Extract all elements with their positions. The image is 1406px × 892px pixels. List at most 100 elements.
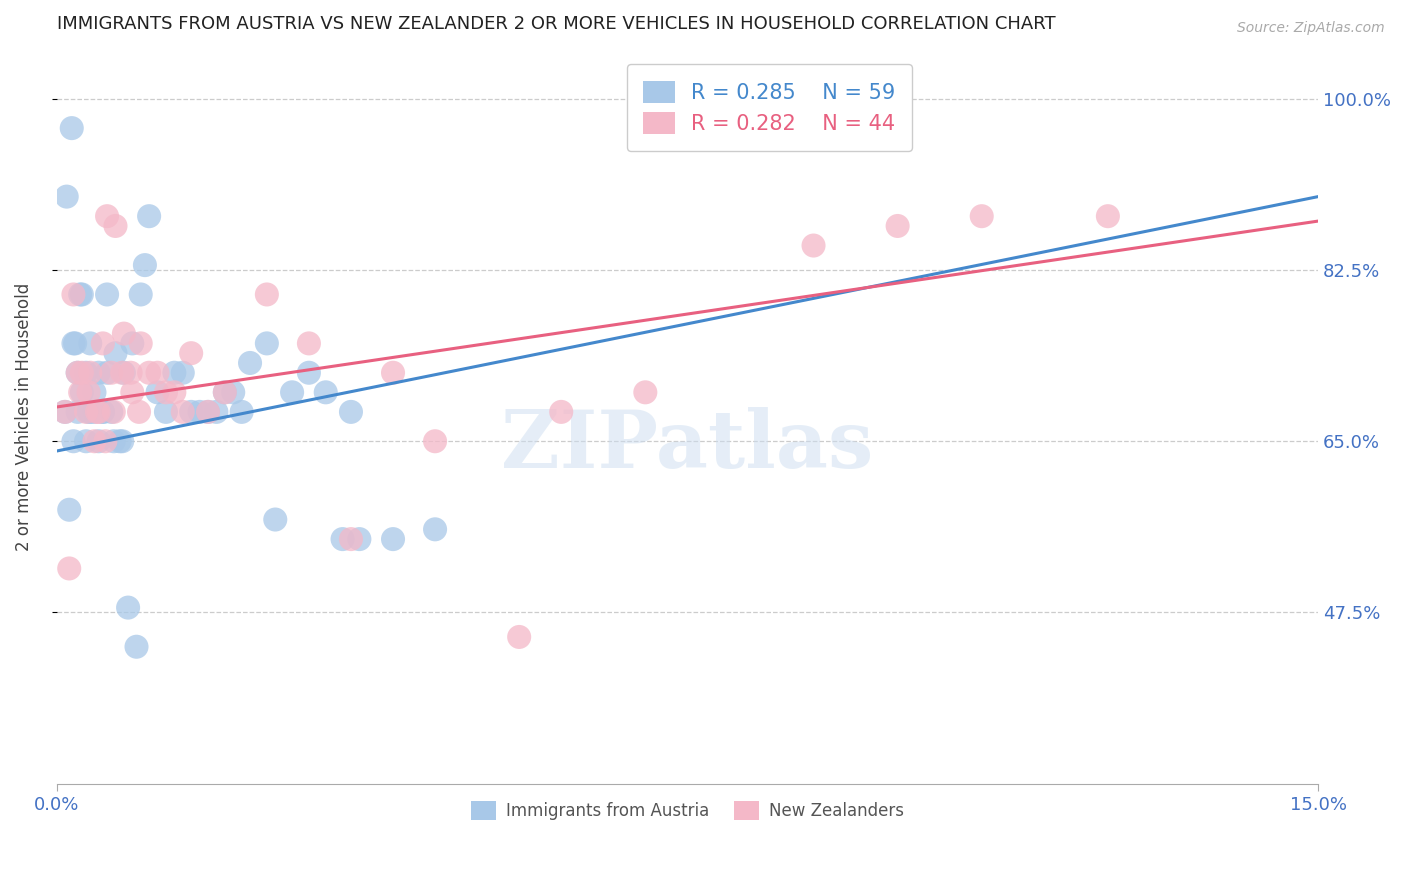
Point bbox=[58, 561, 80, 575]
Point bbox=[70, 366, 93, 380]
Point bbox=[886, 219, 908, 233]
Point bbox=[550, 405, 572, 419]
Point bbox=[188, 405, 211, 419]
Point bbox=[87, 366, 110, 380]
Point bbox=[62, 287, 84, 301]
Point bbox=[214, 385, 236, 400]
Point bbox=[77, 405, 100, 419]
Point bbox=[340, 405, 363, 419]
Point bbox=[138, 366, 160, 380]
Point bbox=[172, 405, 194, 419]
Point bbox=[111, 434, 134, 449]
Point bbox=[315, 385, 337, 400]
Point bbox=[66, 366, 89, 380]
Point bbox=[108, 434, 131, 449]
Point bbox=[83, 385, 105, 400]
Point bbox=[91, 405, 114, 419]
Point bbox=[340, 532, 363, 546]
Point bbox=[55, 189, 77, 203]
Point bbox=[100, 405, 122, 419]
Point bbox=[103, 405, 125, 419]
Point bbox=[75, 434, 97, 449]
Point bbox=[62, 434, 84, 449]
Point bbox=[205, 405, 228, 419]
Point bbox=[125, 640, 148, 654]
Point bbox=[239, 356, 262, 370]
Point bbox=[79, 336, 101, 351]
Point bbox=[197, 405, 219, 419]
Point bbox=[382, 532, 405, 546]
Point bbox=[423, 434, 446, 449]
Point bbox=[87, 405, 110, 419]
Point bbox=[803, 238, 825, 252]
Point bbox=[66, 366, 89, 380]
Point bbox=[53, 405, 76, 419]
Point bbox=[1097, 209, 1119, 223]
Point bbox=[180, 346, 202, 360]
Point bbox=[91, 336, 114, 351]
Point bbox=[94, 434, 117, 449]
Point bbox=[91, 405, 114, 419]
Point bbox=[382, 366, 405, 380]
Point bbox=[634, 385, 657, 400]
Point bbox=[197, 405, 219, 419]
Point bbox=[83, 405, 105, 419]
Point bbox=[100, 366, 122, 380]
Point bbox=[120, 366, 142, 380]
Point bbox=[117, 600, 139, 615]
Point bbox=[66, 405, 89, 419]
Point bbox=[96, 209, 118, 223]
Point bbox=[264, 512, 287, 526]
Point bbox=[298, 366, 321, 380]
Point bbox=[70, 287, 93, 301]
Point bbox=[75, 366, 97, 380]
Point bbox=[349, 532, 371, 546]
Point bbox=[214, 385, 236, 400]
Point bbox=[69, 385, 91, 400]
Point bbox=[970, 209, 993, 223]
Text: ZIPatlas: ZIPatlas bbox=[502, 407, 873, 485]
Point bbox=[104, 346, 127, 360]
Point bbox=[96, 287, 118, 301]
Point bbox=[256, 287, 278, 301]
Point bbox=[146, 366, 169, 380]
Point bbox=[69, 287, 91, 301]
Y-axis label: 2 or more Vehicles in Household: 2 or more Vehicles in Household bbox=[15, 283, 32, 551]
Point bbox=[256, 336, 278, 351]
Point bbox=[332, 532, 354, 546]
Point bbox=[298, 336, 321, 351]
Point bbox=[155, 385, 177, 400]
Point bbox=[121, 385, 143, 400]
Point bbox=[508, 630, 530, 644]
Point bbox=[104, 219, 127, 233]
Point bbox=[111, 366, 134, 380]
Point bbox=[79, 405, 101, 419]
Point bbox=[155, 405, 177, 419]
Point bbox=[163, 385, 186, 400]
Point bbox=[58, 502, 80, 516]
Point bbox=[87, 434, 110, 449]
Point bbox=[60, 121, 83, 136]
Point bbox=[77, 385, 100, 400]
Point bbox=[121, 336, 143, 351]
Point bbox=[172, 366, 194, 380]
Point bbox=[128, 405, 150, 419]
Point bbox=[70, 385, 93, 400]
Point bbox=[222, 385, 245, 400]
Point bbox=[129, 336, 152, 351]
Point bbox=[75, 405, 97, 419]
Point bbox=[53, 405, 76, 419]
Point bbox=[103, 434, 125, 449]
Point bbox=[83, 434, 105, 449]
Point bbox=[112, 326, 135, 341]
Point bbox=[146, 385, 169, 400]
Point bbox=[281, 385, 304, 400]
Text: Source: ZipAtlas.com: Source: ZipAtlas.com bbox=[1237, 21, 1385, 35]
Point bbox=[112, 366, 135, 380]
Point bbox=[163, 366, 186, 380]
Text: IMMIGRANTS FROM AUSTRIA VS NEW ZEALANDER 2 OR MORE VEHICLES IN HOUSEHOLD CORRELA: IMMIGRANTS FROM AUSTRIA VS NEW ZEALANDER… bbox=[56, 15, 1056, 33]
Point bbox=[129, 287, 152, 301]
Point bbox=[63, 336, 86, 351]
Legend: Immigrants from Austria, New Zealanders: Immigrants from Austria, New Zealanders bbox=[464, 795, 911, 827]
Point bbox=[96, 366, 118, 380]
